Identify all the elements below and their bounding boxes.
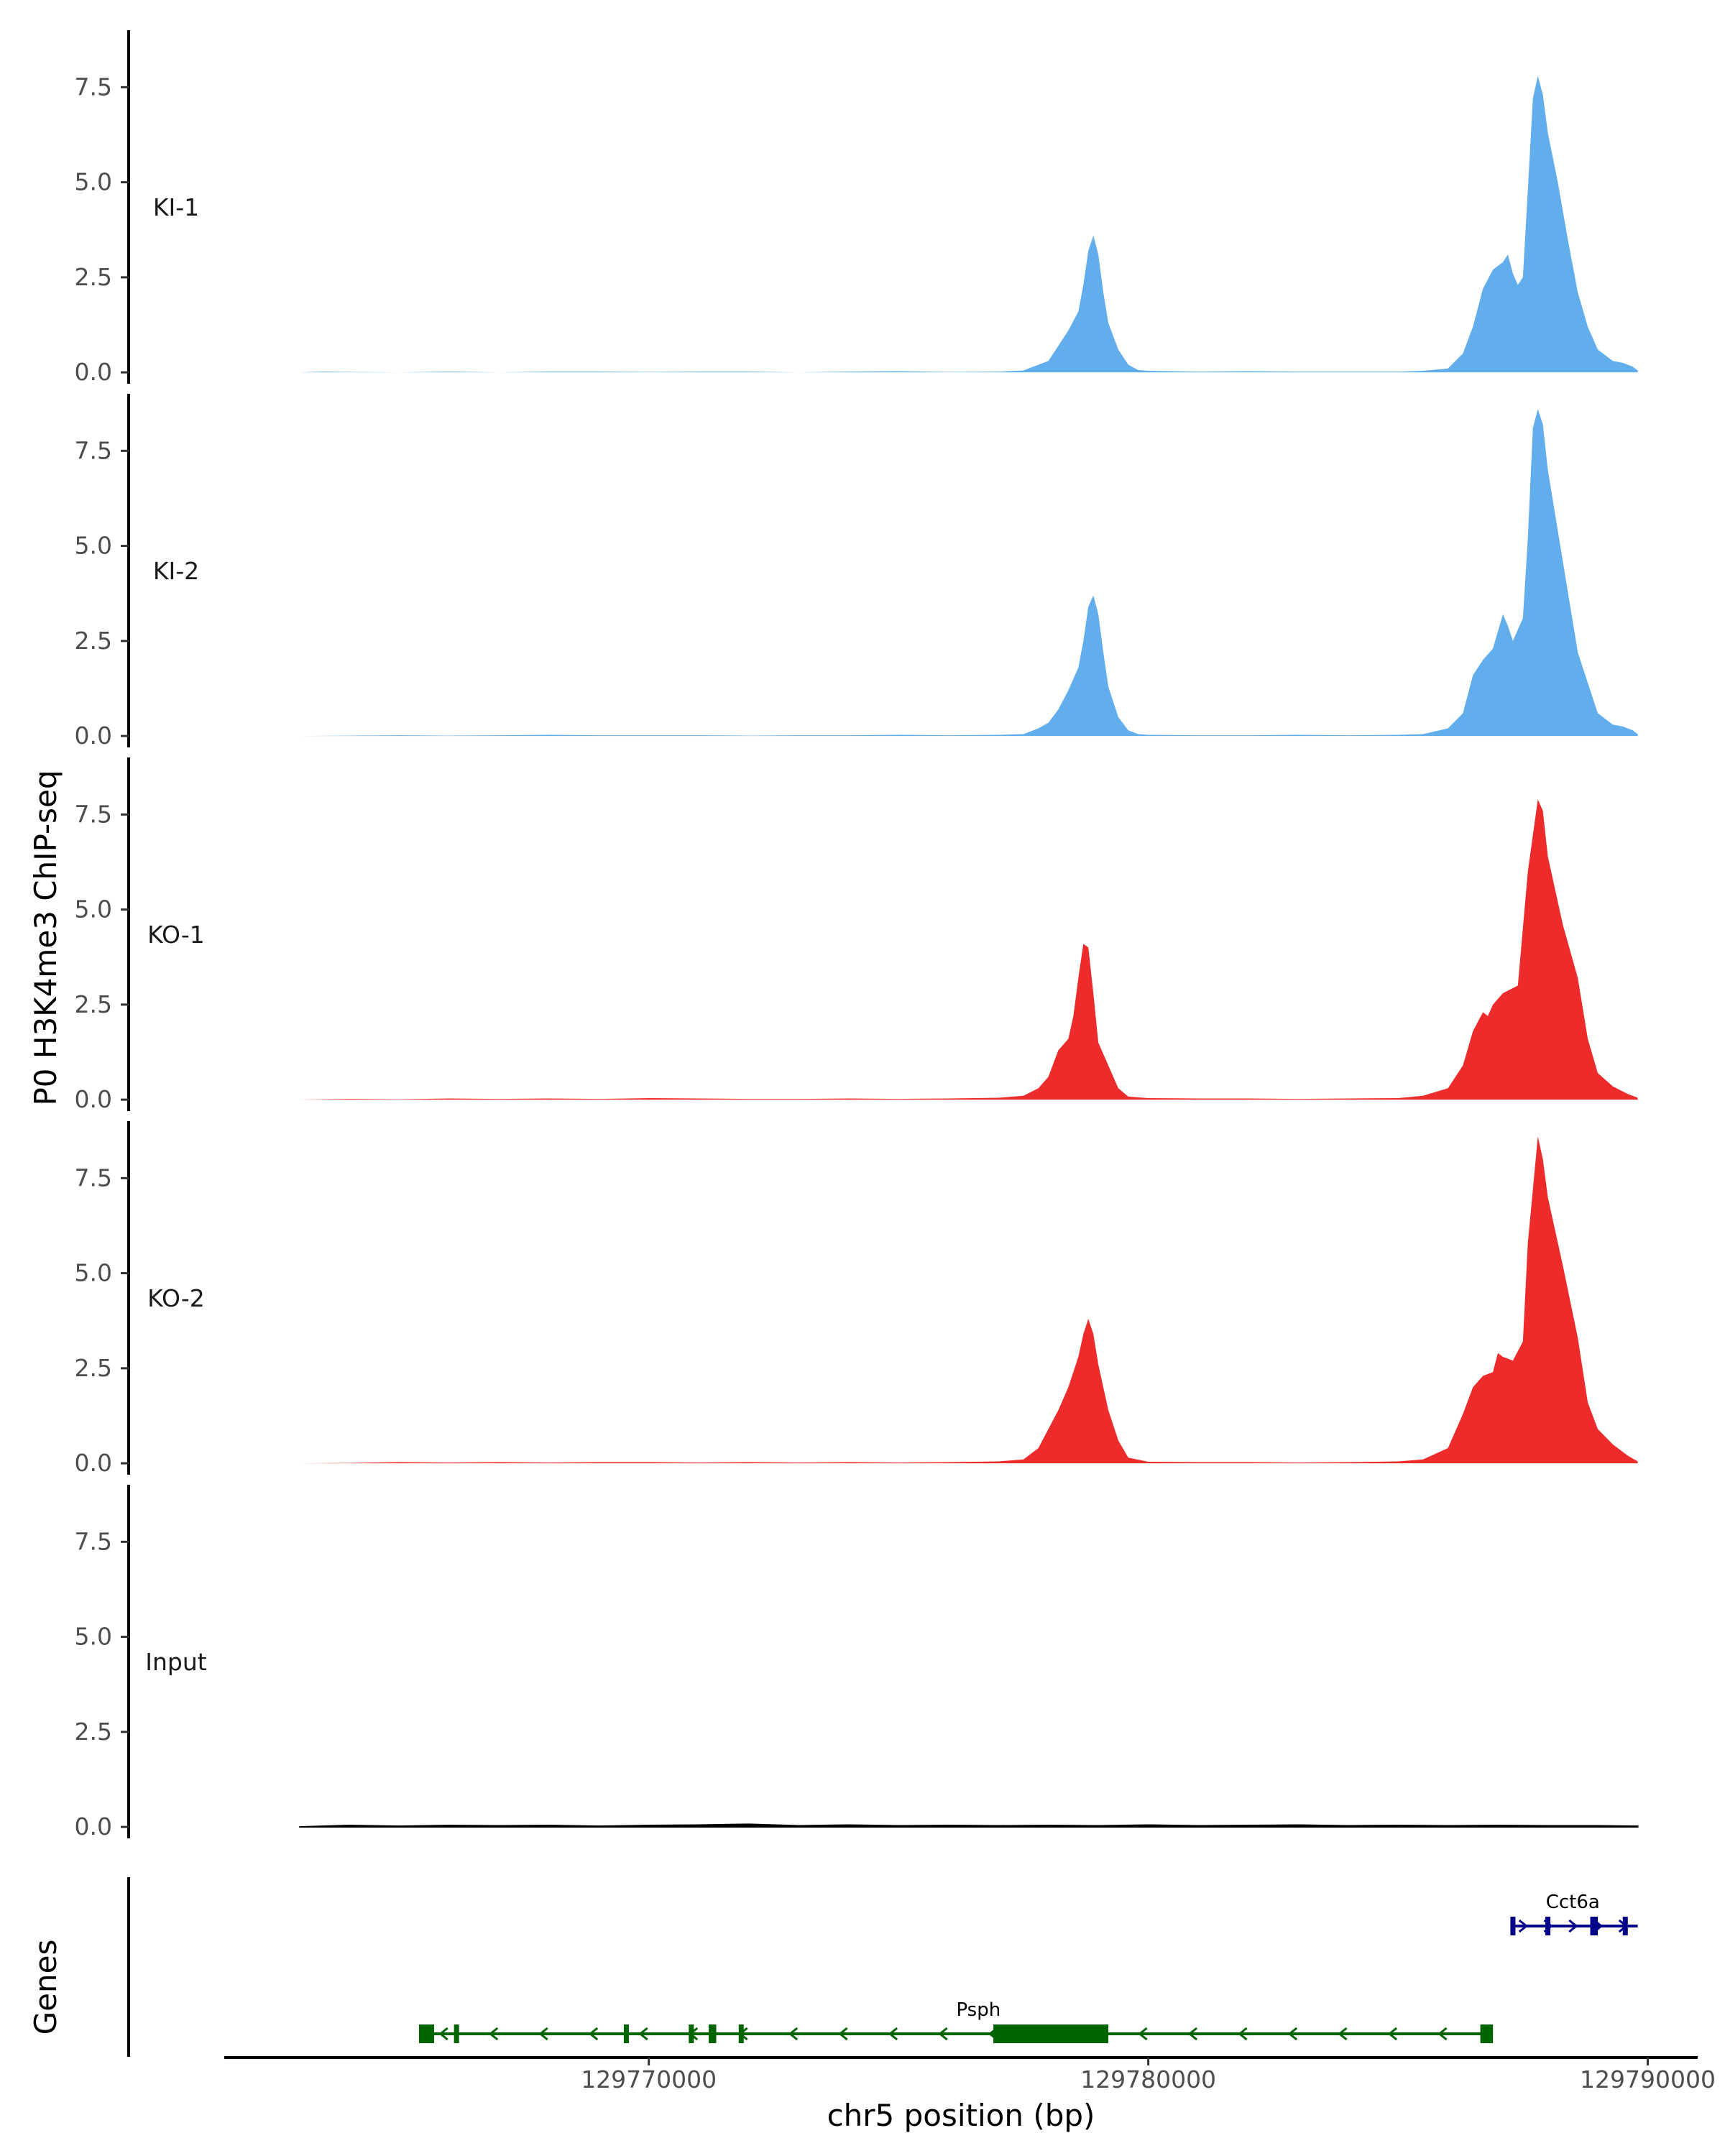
x-axis-title: chr5 position (bp)	[827, 2098, 1095, 2133]
strand-chevron	[938, 2027, 948, 2041]
coverage-area-ko-2	[299, 1136, 1638, 1464]
strand-chevron	[1187, 2027, 1198, 2041]
gene-exon	[623, 2024, 629, 2043]
gene-exon	[709, 2024, 717, 2043]
gene-coding-exon	[993, 2024, 1096, 2043]
strand-chevron	[588, 2027, 599, 2041]
y-tick-label: 7.5	[75, 436, 112, 464]
gene-coding-exon	[1590, 1917, 1598, 1935]
y-tick-label: 5.0	[75, 1623, 112, 1651]
y-tick-label: 5.0	[75, 1259, 112, 1287]
gene-coding-exon	[419, 2024, 434, 2043]
strand-chevron	[488, 2027, 499, 2041]
x-tick-label: 129790000	[1580, 2065, 1716, 2093]
strand-chevron	[1387, 2027, 1398, 2041]
x-axis: 129770000 129780000 129790000	[224, 2056, 1716, 2093]
x-tick-label: 129770000	[581, 2065, 717, 2093]
y-tick-label: 0.0	[75, 1085, 112, 1113]
y-tick-label: 7.5	[75, 800, 112, 828]
gene-exon	[454, 2024, 459, 2043]
series-label: KI-2	[153, 557, 199, 585]
strand-chevron	[788, 2027, 799, 2041]
y-tick-label: 0.0	[75, 1449, 112, 1477]
coverage-area-ki-2	[299, 409, 1638, 737]
gene-exon	[1510, 1917, 1516, 1935]
series-label: KI-1	[153, 193, 199, 221]
track-ko-2: 0.0 2.5 5.0 7.5 KO-2	[75, 1121, 1638, 1477]
gene-track: Psph Cct6a	[127, 1877, 1638, 2057]
strand-chevron	[638, 2027, 648, 2041]
gene-exon	[1622, 1917, 1628, 1935]
y-tick-label: 0.0	[75, 1812, 112, 1841]
y-tick-label: 2.5	[75, 1718, 112, 1746]
y-tick-label: 5.0	[75, 168, 112, 196]
strand-chevron	[1518, 1919, 1529, 1933]
track-ki-2: 0.0 2.5 5.0 7.5 KI-2	[75, 394, 1638, 750]
series-label: KO-2	[147, 1284, 205, 1312]
y-tick-label: 7.5	[75, 1527, 112, 1555]
y-tick-label: 5.0	[75, 895, 112, 923]
series-label: Input	[145, 1648, 207, 1676]
strand-chevron	[438, 2027, 448, 2041]
y-tick-label: 5.0	[75, 532, 112, 560]
y-tick-label: 2.5	[75, 990, 112, 1018]
genes-axis-title: Genes	[28, 1940, 63, 2035]
series-label: KO-1	[147, 921, 205, 949]
strand-chevron	[1338, 2027, 1348, 2041]
coverage-area-ki-1	[299, 75, 1638, 373]
strand-chevron	[838, 2027, 848, 2041]
gene-coding-exon	[1480, 2024, 1494, 2043]
coverage-tracks: 0.0 2.5 5.0 7.5 KI-1 0.0 2.5 5.0 7.5 KI-2 0.0 2.5 5.…	[75, 30, 1639, 1841]
coverage-area-ko-1	[299, 799, 1638, 1100]
gene-psph: Psph	[419, 1999, 1494, 2043]
track-input: 0.0 2.5 5.0 7.5 Input	[75, 1485, 1639, 1841]
y-tick-label: 7.5	[75, 1164, 112, 1192]
y-tick-label: 2.5	[75, 263, 112, 291]
gene-label: Psph	[956, 1999, 1000, 2021]
gene-label: Cct6a	[1546, 1892, 1600, 1913]
strand-chevron	[1138, 2027, 1148, 2041]
strand-chevron	[1287, 2027, 1298, 2041]
y-axis-title: P0 H3K4me3 ChIP-seq	[28, 770, 63, 1105]
strand-chevron	[538, 2027, 548, 2041]
coverage-area-input	[299, 1823, 1639, 1828]
y-tick-label: 0.0	[75, 358, 112, 386]
gene-exon	[738, 2024, 744, 2043]
y-tick-label: 0.0	[75, 722, 112, 750]
strand-chevron	[1438, 2027, 1448, 2041]
gene-exon	[689, 2024, 694, 2043]
strand-chevron	[1238, 2027, 1248, 2041]
y-tick-label: 2.5	[75, 627, 112, 655]
gene-exon	[1545, 1917, 1551, 1935]
gene-cct6a: Cct6a	[1510, 1892, 1638, 1935]
track-ki-1: 0.0 2.5 5.0 7.5 KI-1	[75, 30, 1638, 386]
x-tick-label: 129780000	[1080, 2065, 1216, 2093]
strand-chevron	[888, 2027, 898, 2041]
y-tick-label: 2.5	[75, 1354, 112, 1382]
track-ko-1: 0.0 2.5 5.0 7.5 KO-1	[75, 757, 1638, 1113]
strand-chevron	[1568, 1919, 1578, 1933]
y-tick-label: 7.5	[75, 73, 112, 101]
